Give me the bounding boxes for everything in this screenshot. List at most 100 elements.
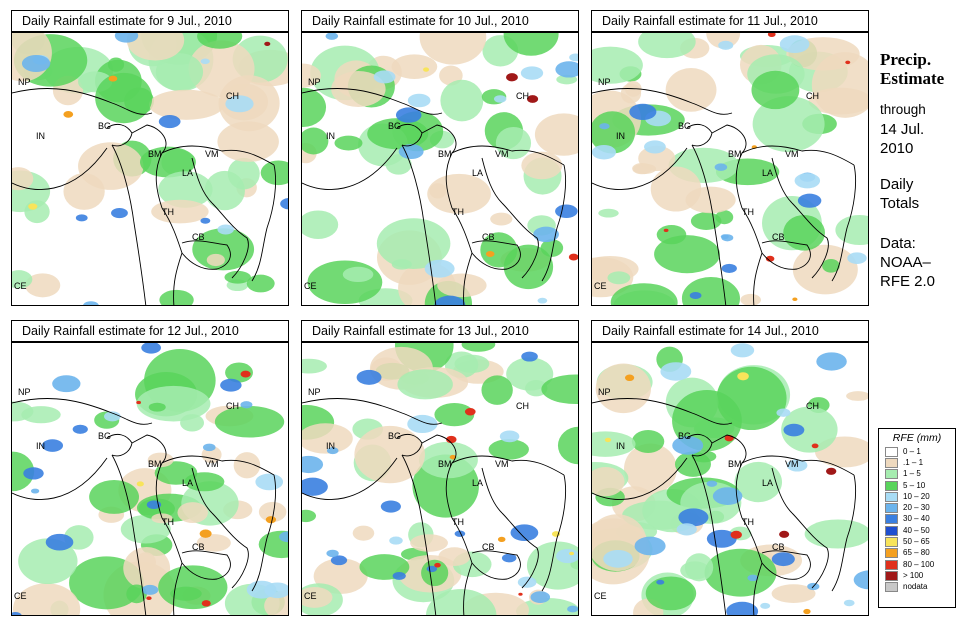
country-label-ch: CH xyxy=(516,91,529,101)
rain-area xyxy=(534,113,578,156)
country-label-in: IN xyxy=(326,131,335,141)
through-date: 14 Jul. 2010 xyxy=(880,121,925,157)
intense-rain-cell xyxy=(201,600,211,607)
rain-area xyxy=(440,79,484,122)
map-svg: NP CH IN BG BM VM LA TH CB CE xyxy=(12,343,288,615)
country-label-ce: CE xyxy=(594,281,607,291)
rain-area xyxy=(13,583,81,615)
country-border xyxy=(12,457,108,500)
heavy-rain-area xyxy=(783,423,805,437)
rain-area xyxy=(704,548,777,597)
country-border xyxy=(302,88,443,115)
heavy-rain-area xyxy=(255,473,284,491)
country-label-in: IN xyxy=(326,441,335,451)
rain-area xyxy=(367,118,429,150)
legend-swatch xyxy=(885,491,898,502)
heavy-rain-area xyxy=(592,144,617,160)
rainfall-map: NP CH IN BG BM VM LA TH CB CE xyxy=(301,342,579,616)
country-border xyxy=(12,398,153,425)
intense-rain-cell xyxy=(663,228,669,233)
heavy-rain-area xyxy=(158,115,181,129)
heavy-rain-area xyxy=(141,343,161,354)
heavy-rain-area xyxy=(555,204,578,219)
rainfall-panel-4: Daily Rainfall estimate for 12 Jul., 201… xyxy=(11,320,289,616)
daily-totals-label: Daily Totals xyxy=(880,176,920,212)
heavy-rain-area xyxy=(603,549,633,568)
heavy-rain-area xyxy=(493,95,507,103)
legend-label: 30 – 40 xyxy=(903,514,930,524)
heavy-rain-area xyxy=(407,93,431,108)
rain-area xyxy=(740,293,761,305)
rain-area xyxy=(822,259,840,273)
rain-area xyxy=(488,439,529,460)
rain-area xyxy=(481,375,513,405)
intense-rain-cell xyxy=(604,437,612,443)
country-label-np: NP xyxy=(18,387,31,397)
rain-area xyxy=(180,414,205,432)
heavy-rain-area xyxy=(786,459,808,472)
heavy-rain-area xyxy=(656,579,665,585)
rain-area xyxy=(342,266,374,283)
country-border xyxy=(181,550,231,580)
country-label-vm: VM xyxy=(785,149,799,159)
legend-label: 50 – 65 xyxy=(903,537,930,547)
rain-area xyxy=(503,244,554,290)
legend-label: > 100 xyxy=(903,570,924,580)
country-border xyxy=(691,454,727,615)
intense-rain-cell xyxy=(464,407,476,416)
heavy-rain-area xyxy=(280,197,288,210)
rain-area xyxy=(645,576,697,611)
heavy-rain-area xyxy=(21,54,51,73)
legend-swatch xyxy=(885,548,898,559)
country-label-th: TH xyxy=(742,207,754,217)
panel-title: Daily Rainfall estimate for 12 Jul., 201… xyxy=(11,320,289,342)
heavy-rain-area xyxy=(706,480,718,487)
country-border xyxy=(501,202,539,279)
rain-area xyxy=(352,525,375,541)
map-svg: NP CH IN BG BM VM LA TH CB CE xyxy=(592,33,868,305)
heavy-rain-area xyxy=(380,500,401,513)
heavy-rain-area xyxy=(676,523,697,536)
rain-area xyxy=(751,70,800,110)
rain-area xyxy=(354,425,425,484)
heavy-rain-area xyxy=(12,611,22,615)
heavy-rain-area xyxy=(730,343,755,358)
legend-item: 0 – 1 xyxy=(879,446,955,457)
country-border xyxy=(161,145,275,166)
country-label-la: LA xyxy=(472,168,483,178)
country-label-ce: CE xyxy=(594,591,607,601)
rain-area xyxy=(391,54,438,79)
legend-item: 80 – 100 xyxy=(879,559,955,570)
country-border xyxy=(302,147,398,190)
rain-area xyxy=(684,553,714,582)
country-label-vm: VM xyxy=(205,459,219,469)
panel-title: Daily Rainfall estimate for 14 Jul., 201… xyxy=(591,320,869,342)
rain-area xyxy=(214,405,285,438)
rain-area xyxy=(331,70,386,107)
panel-title: Daily Rainfall estimate for 10 Jul., 201… xyxy=(301,10,579,32)
heavy-rain-area xyxy=(30,488,40,494)
rain-area xyxy=(410,534,448,552)
rain-area xyxy=(148,89,224,120)
rain-area xyxy=(302,87,327,127)
country-label-ch: CH xyxy=(226,401,239,411)
rainfall-panel-1: Daily Rainfall estimate for 9 Jul., 2010… xyxy=(11,10,289,306)
through-label: through xyxy=(880,102,926,117)
heavy-rain-area xyxy=(520,66,544,80)
country-border xyxy=(741,455,855,476)
heavy-rain-area xyxy=(41,439,64,452)
rainfall-map: NP CH IN BG BM VM LA TH CB CE xyxy=(11,342,289,616)
rain-area xyxy=(419,33,487,65)
rain-area xyxy=(592,111,636,154)
heavy-rain-area xyxy=(356,369,382,385)
rain-area xyxy=(227,157,260,190)
country-label-bm: BM xyxy=(728,459,742,469)
rainfall-map: NP CH IN BG BM VM LA TH CB CE xyxy=(591,342,869,616)
heavy-rain-area xyxy=(398,144,424,160)
legend-swatch xyxy=(885,503,898,514)
heavy-rain-area xyxy=(240,401,253,409)
heavy-rain-area xyxy=(555,61,578,78)
country-border xyxy=(251,164,276,282)
country-border xyxy=(181,240,231,270)
country-label-np: NP xyxy=(18,77,31,87)
